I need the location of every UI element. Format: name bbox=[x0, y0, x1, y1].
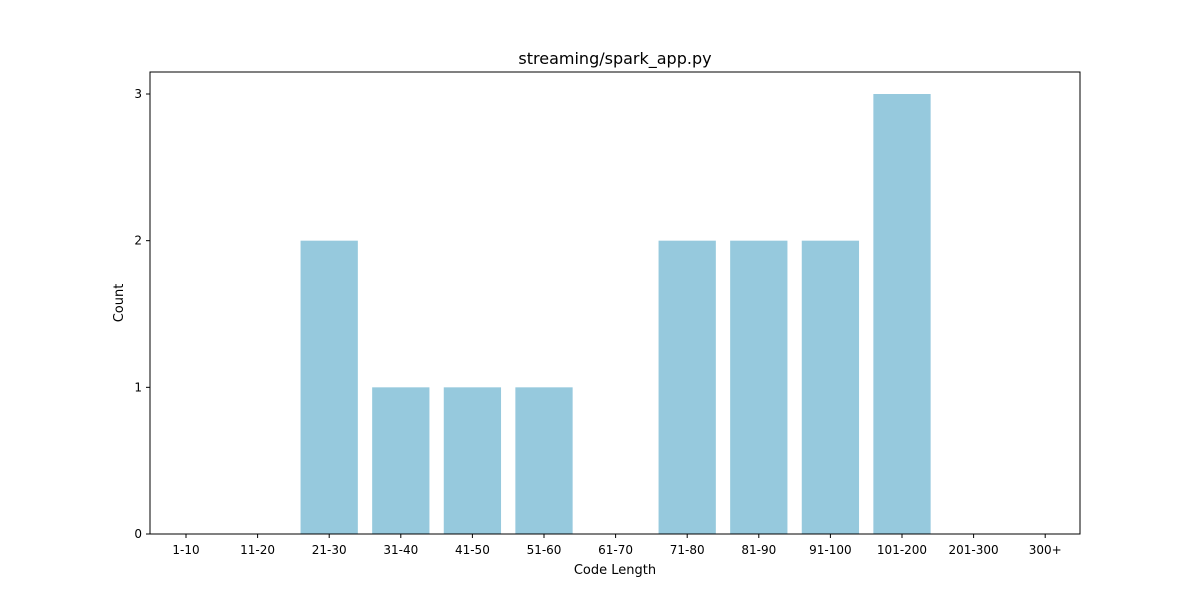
x-tick-label: 31-40 bbox=[383, 543, 418, 557]
y-tick-label: 3 bbox=[134, 87, 142, 101]
plot-frame bbox=[149, 71, 1081, 535]
x-tick-label: 1-10 bbox=[172, 543, 199, 557]
x-axis-label: Code Length bbox=[574, 563, 656, 578]
bar-31-40 bbox=[372, 387, 430, 534]
bar-71-80 bbox=[658, 240, 716, 534]
bar-91-100 bbox=[801, 240, 860, 534]
chart-title: streaming/spark_app.py bbox=[518, 49, 711, 69]
x-tick-label: 61-70 bbox=[598, 543, 633, 557]
x-tick-label: 101-200 bbox=[877, 543, 927, 557]
x-tick-label: 81-90 bbox=[741, 543, 776, 557]
bar-21-30 bbox=[300, 240, 358, 534]
x-tick-label: 41-50 bbox=[455, 543, 490, 557]
y-tick-label: 0 bbox=[134, 527, 142, 541]
x-tick-label: 201-300 bbox=[949, 543, 999, 557]
bar-41-50 bbox=[443, 387, 502, 534]
x-tick-label: 21-30 bbox=[312, 543, 347, 557]
x-axis: 1-10 11-20 21-30 31-40 41-50 51-60 61-70 71-80 8… bbox=[172, 534, 1062, 557]
x-tick-label: 300+ bbox=[1029, 543, 1062, 557]
bar-101-200 bbox=[873, 94, 931, 534]
bar-51-60 bbox=[515, 387, 573, 534]
x-tick-label: 71-80 bbox=[670, 543, 705, 557]
y-axis-label: Count bbox=[112, 284, 127, 323]
x-tick-label: 11-20 bbox=[240, 543, 275, 557]
bars-group bbox=[300, 94, 931, 534]
y-tick-label: 2 bbox=[134, 234, 142, 248]
x-tick-label: 51-60 bbox=[527, 543, 562, 557]
y-tick-label: 1 bbox=[134, 380, 142, 394]
x-tick-label: 91-100 bbox=[809, 543, 852, 557]
bar-81-90 bbox=[730, 240, 788, 534]
y-axis: 0 1 2 3 bbox=[134, 87, 150, 541]
